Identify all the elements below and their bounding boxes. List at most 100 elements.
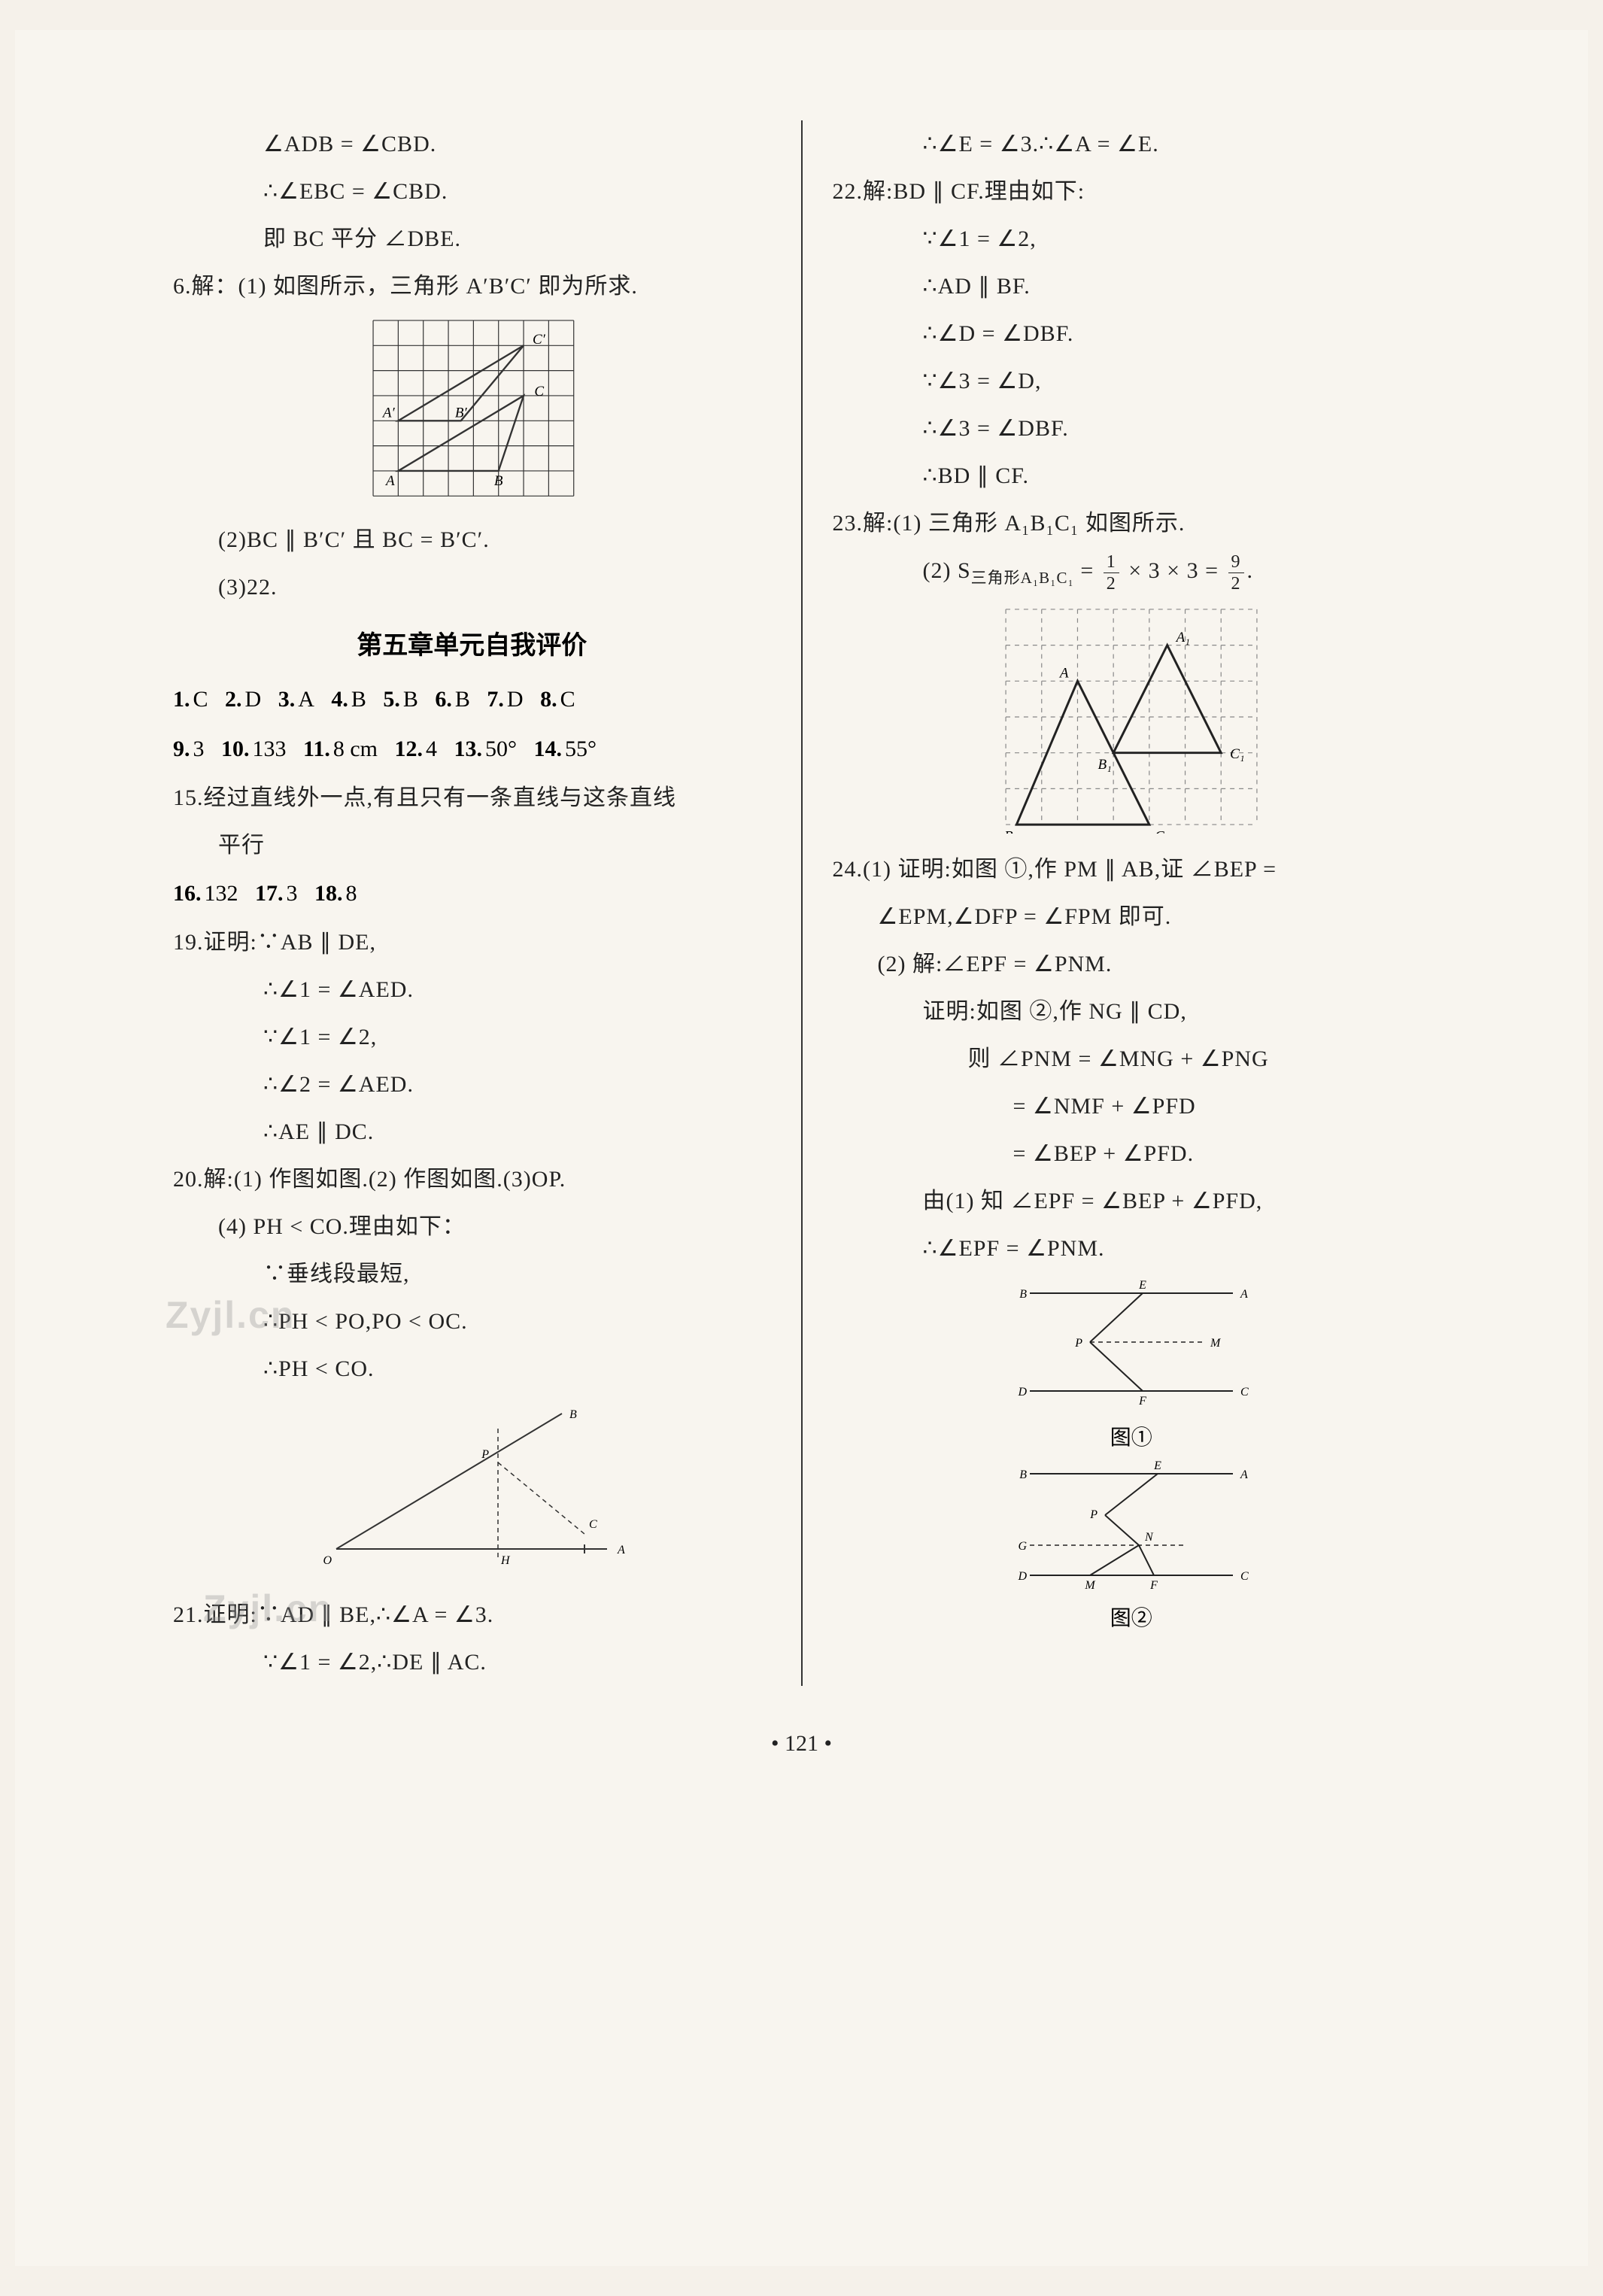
numerator: 1 bbox=[1104, 553, 1119, 573]
svg-text:A: A bbox=[617, 1544, 625, 1556]
q19-line: ∵∠1 = ∠2, bbox=[173, 1013, 771, 1061]
q23-2-mid: = bbox=[1074, 558, 1101, 583]
answers-row-3: 16.132 17.3 18.8 bbox=[173, 869, 771, 919]
q24-2-head: (2) 解:∠EPF = ∠PNM. bbox=[833, 940, 1431, 988]
svg-text:E: E bbox=[1138, 1279, 1146, 1292]
figure-24-1: B A E P M D C F bbox=[1007, 1278, 1255, 1414]
figure-20-geometry: O A B C H P bbox=[306, 1399, 637, 1579]
q15-b: 平行 bbox=[173, 822, 771, 869]
denominator: 2 bbox=[1228, 573, 1244, 593]
answers-row-1: 1.C 2.D 3.A 4.B 5.B 6.B 7.D 8.C bbox=[173, 675, 771, 724]
q6-2: (2)BC ∥ B′C′ 且 BC = B′C′. bbox=[173, 516, 771, 563]
svg-text:A′: A′ bbox=[381, 405, 396, 421]
q22-line: ∴∠D = ∠DBF. bbox=[833, 310, 1431, 357]
q24-1a: 24.(1) 证明:如图 ①,作 PM ∥ AB,证 ∠BEP = bbox=[833, 846, 1431, 893]
svg-text:O: O bbox=[323, 1554, 332, 1567]
text-line: ∠ADB = ∠CBD. bbox=[173, 120, 771, 168]
q22-line: ∴∠3 = ∠DBF. bbox=[833, 405, 1431, 452]
svg-text:C: C bbox=[1155, 829, 1164, 834]
q19-line: ∴AE ∥ DC. bbox=[173, 1108, 771, 1156]
page: ∠ADB = ∠CBD. ∴∠EBC = ∠CBD. 即 BC 平分 ∠DBE.… bbox=[15, 30, 1588, 2266]
svg-text:B: B bbox=[569, 1408, 577, 1421]
text-line: ∴∠EBC = ∠CBD. bbox=[173, 168, 771, 215]
q24-2-by1: 由(1) 知 ∠EPF = ∠BEP + ∠PFD, bbox=[833, 1177, 1431, 1225]
q23-2: (2) S三角形A₁B₁C₁ = 12 × 3 × 3 = 92. bbox=[833, 547, 1431, 594]
svg-text:B: B bbox=[1004, 829, 1013, 834]
q23-2-pre: (2) S bbox=[923, 558, 971, 583]
figure-6-grid-triangles: ABCA′B′C′ bbox=[359, 316, 584, 504]
text-line: 即 BC 平分 ∠DBE. bbox=[173, 215, 771, 263]
svg-text:P: P bbox=[1089, 1508, 1098, 1521]
right-column: ∴∠E = ∠3.∴∠A = ∠E. 22.解:BD ∥ CF.理由如下: ∵∠… bbox=[803, 120, 1453, 1686]
svg-text:A: A bbox=[1240, 1288, 1248, 1301]
svg-text:N: N bbox=[1144, 1531, 1154, 1544]
q23-1: 23.解:(1) 三角形 A₁B₁C₁ 如图所示. bbox=[833, 500, 1431, 547]
q22-line: ∵∠1 = ∠2, bbox=[833, 215, 1431, 263]
q20-line: ∴PH < CO. bbox=[173, 1345, 771, 1392]
q19-line: ∴∠2 = ∠AED. bbox=[173, 1061, 771, 1108]
q22-head: 22.解:BD ∥ CF.理由如下: bbox=[833, 168, 1431, 215]
q6-3: (3)22. bbox=[173, 563, 771, 611]
svg-text:P: P bbox=[481, 1448, 489, 1461]
q24-2-concl: ∴∠EPF = ∠PNM. bbox=[833, 1225, 1431, 1272]
figure-23-grid-triangles: A B C A₁ B₁ C₁ bbox=[996, 600, 1267, 834]
q6-1: 6.解：(1) 如图所示，三角形 A′B′C′ 即为所求. bbox=[173, 263, 771, 310]
svg-text:M: M bbox=[1210, 1337, 1222, 1350]
svg-text:F: F bbox=[1138, 1395, 1146, 1408]
svg-text:C₁: C₁ bbox=[1230, 746, 1244, 762]
svg-text:E: E bbox=[1153, 1459, 1161, 1472]
q22-line: ∴AD ∥ BF. bbox=[833, 263, 1431, 310]
watermark: Zyjl.cn bbox=[203, 1587, 332, 1630]
q19-head: 19.证明:∵AB ∥ DE, bbox=[173, 919, 771, 966]
svg-text:B: B bbox=[1019, 1288, 1027, 1301]
svg-text:B: B bbox=[1019, 1468, 1027, 1481]
svg-text:D: D bbox=[1017, 1386, 1027, 1399]
svg-text:C′: C′ bbox=[533, 332, 546, 348]
answers-row-2: 9.3 10.133 11.8 cm 12.4 13.50° 14.55° bbox=[173, 724, 771, 774]
svg-text:C: C bbox=[589, 1518, 597, 1531]
two-column-layout: ∠ADB = ∠CBD. ∴∠EBC = ∠CBD. 即 BC 平分 ∠DBE.… bbox=[150, 120, 1453, 1686]
svg-text:A: A bbox=[1240, 1468, 1248, 1481]
svg-text:H: H bbox=[500, 1554, 511, 1567]
left-column: ∠ADB = ∠CBD. ∴∠EBC = ∠CBD. 即 BC 平分 ∠DBE.… bbox=[150, 120, 803, 1686]
q20-line: ∵垂线段最短, bbox=[173, 1250, 771, 1298]
figure-24-1-caption: 图① bbox=[833, 1421, 1431, 1451]
svg-text:G: G bbox=[1018, 1540, 1027, 1553]
svg-text:D: D bbox=[1017, 1570, 1027, 1583]
svg-text:B′: B′ bbox=[455, 405, 468, 421]
page-number: • 121 • bbox=[150, 1731, 1453, 1757]
svg-text:P: P bbox=[1074, 1337, 1082, 1350]
figure-24-2-caption: 图② bbox=[833, 1602, 1431, 1632]
svg-text:A: A bbox=[1058, 666, 1069, 682]
q24-2-line: = ∠BEP + ∠PFD. bbox=[833, 1130, 1431, 1177]
q22-line: ∴BD ∥ CF. bbox=[833, 452, 1431, 500]
denominator: 2 bbox=[1104, 573, 1119, 593]
q19-line: ∴∠1 = ∠AED. bbox=[173, 966, 771, 1013]
svg-text:B₁: B₁ bbox=[1098, 757, 1111, 773]
svg-text:M: M bbox=[1084, 1579, 1096, 1592]
q15-a: 15.经过直线外一点,有且只有一条直线与这条直线 bbox=[173, 774, 771, 822]
q23-2-sub: 三角形A₁B₁C₁ bbox=[971, 569, 1074, 587]
q23-2-end: . bbox=[1247, 558, 1254, 583]
svg-text:A₁: A₁ bbox=[1174, 630, 1189, 645]
q20-head: 20.解:(1) 作图如图.(2) 作图如图.(3)OP. bbox=[173, 1156, 771, 1203]
q21-b: ∵∠1 = ∠2,∴DE ∥ AC. bbox=[173, 1638, 771, 1686]
q20-4: (4) PH < CO.理由如下： bbox=[173, 1203, 771, 1250]
figure-24-2: B A E P G N D C M F bbox=[1007, 1459, 1255, 1594]
q24-2-line: 则 ∠PNM = ∠MNG + ∠PNG bbox=[833, 1035, 1431, 1083]
svg-text:B: B bbox=[494, 473, 503, 489]
fraction: 12 bbox=[1104, 553, 1119, 593]
q23-2-between: × 3 × 3 = bbox=[1122, 558, 1225, 583]
svg-text:F: F bbox=[1149, 1579, 1158, 1592]
fraction: 92 bbox=[1228, 553, 1244, 593]
svg-text:C: C bbox=[1240, 1570, 1249, 1583]
q24-1b: ∠EPM,∠DFP = ∠FPM 即可. bbox=[833, 893, 1431, 940]
q24-2-proof-head: 证明:如图 ②,作 NG ∥ CD, bbox=[833, 988, 1431, 1035]
chapter-heading: 第五章单元自我评价 bbox=[173, 624, 771, 661]
q24-2-line: = ∠NMF + ∠PFD bbox=[833, 1083, 1431, 1130]
svg-text:A: A bbox=[384, 473, 395, 489]
text-line: ∴∠E = ∠3.∴∠A = ∠E. bbox=[833, 120, 1431, 168]
watermark: Zyjl.cn bbox=[165, 1293, 295, 1337]
q22-line: ∵∠3 = ∠D, bbox=[833, 357, 1431, 405]
svg-text:C: C bbox=[1240, 1386, 1249, 1399]
